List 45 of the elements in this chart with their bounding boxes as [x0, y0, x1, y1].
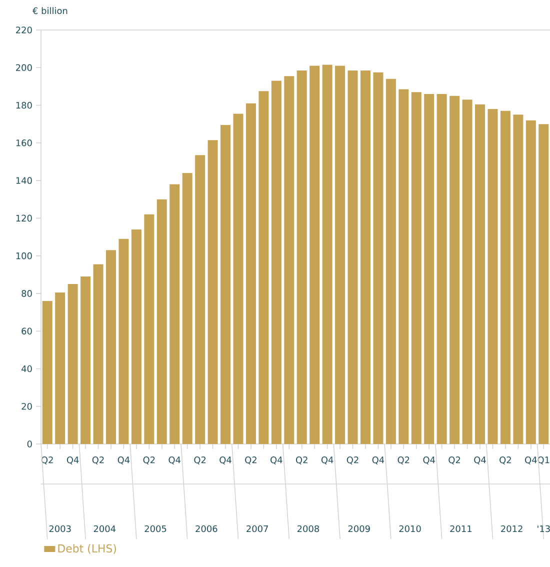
- x-tick-label: Q4: [168, 456, 180, 464]
- y-tick-label: 120: [16, 214, 32, 222]
- x-tick-label: Q4: [372, 456, 384, 464]
- y-tick-label: 40: [22, 365, 32, 372]
- x-tick-label: Q2: [41, 456, 53, 464]
- y-tick-label: 180: [16, 102, 32, 109]
- y-tick-label: 100: [16, 252, 32, 260]
- x-tick-label: Q2: [398, 456, 410, 464]
- x-tick-label: Q2: [500, 456, 511, 464]
- text: 2010: [399, 525, 421, 532]
- x-tick-label: Q2: [448, 456, 460, 464]
- y-tick-label: 140: [16, 177, 32, 184]
- x-tick-label: Q4: [270, 456, 282, 464]
- text: 2007: [246, 525, 268, 532]
- y-tick-label: 60: [22, 328, 32, 334]
- text: 2004: [94, 525, 116, 532]
- y-tick-label: 160: [16, 140, 32, 146]
- y-tick-label: 20: [22, 402, 32, 410]
- x-tick-label: Q4: [321, 456, 334, 464]
- text: '13: [538, 525, 550, 532]
- text: 2003: [49, 525, 71, 532]
- x-tick-label: Q2: [92, 456, 104, 464]
- x-tick-label: Q4: [525, 456, 537, 464]
- x-tick-label: Q2: [346, 456, 358, 464]
- y-tick-label: 220: [16, 26, 32, 34]
- text: 2009: [348, 525, 370, 532]
- text: 2012: [501, 525, 522, 532]
- text: 2011: [450, 525, 472, 532]
- x-tick-label: Q4: [66, 456, 79, 464]
- y-tick-label: 200: [16, 64, 32, 72]
- text: 2005: [144, 525, 166, 532]
- legend-label: Debt (LHS): [58, 544, 116, 554]
- x-tick-label: Q2: [143, 456, 155, 464]
- x-tick-label: Q4: [220, 456, 232, 464]
- text: 2008: [297, 525, 320, 532]
- y-axis-title: € billion: [32, 7, 68, 14]
- y-tick-label: 80: [22, 290, 32, 297]
- y-tick-label: 0: [27, 440, 32, 448]
- text: 2006: [196, 525, 218, 532]
- x-tick-label: Q4: [423, 456, 435, 464]
- x-tick-label: Q4: [118, 456, 130, 464]
- x-tick-label: Q2: [194, 456, 206, 464]
- x-tick-label: Q2: [245, 456, 256, 464]
- x-tick-label: Q2: [296, 456, 308, 464]
- x-tick-label: Q4: [474, 456, 486, 464]
